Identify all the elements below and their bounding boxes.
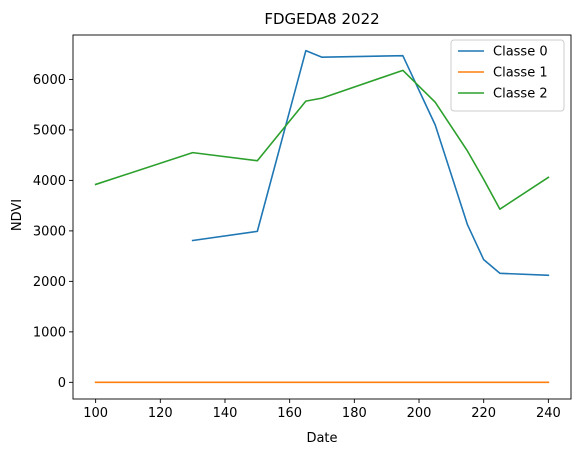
y-tick-label: 2000 [33,275,66,290]
x-tick-label: 120 [148,406,173,421]
legend-entry: Classe 1 [493,66,548,81]
x-tick-label: 160 [277,406,302,421]
legend-entry: Classe 0 [493,45,548,60]
x-tick-label: 200 [407,406,432,421]
legend: Classe 0 Classe 1 Classe 2 [450,39,565,112]
x-tick-label: 180 [342,406,367,421]
chart-title: FDGEDA8 2022 [264,10,379,28]
x-axis-label: Date [306,431,337,446]
y-tick-label: 5000 [33,123,66,138]
y-tick-label: 3000 [33,224,66,239]
plot-area: 100 120 140 160 180 200 220 240 0 1000 2000 3000 400… [33,34,572,421]
y-tick-label: 6000 [33,73,66,88]
legend-entry: Classe 2 [493,87,548,102]
y-tick-label: 1000 [33,325,66,340]
x-tick-label: 240 [536,406,561,421]
series-line-0 [191,49,550,277]
y-axis-label: NDVI [10,199,25,231]
x-tick-label: 140 [213,406,238,421]
series-line-2 [94,69,550,210]
y-tick-label: 0 [58,376,66,391]
x-tick-label: 220 [471,406,496,421]
plot-frame [72,34,572,400]
y-tick-label: 4000 [33,174,66,189]
x-tick-label: 100 [83,406,108,421]
